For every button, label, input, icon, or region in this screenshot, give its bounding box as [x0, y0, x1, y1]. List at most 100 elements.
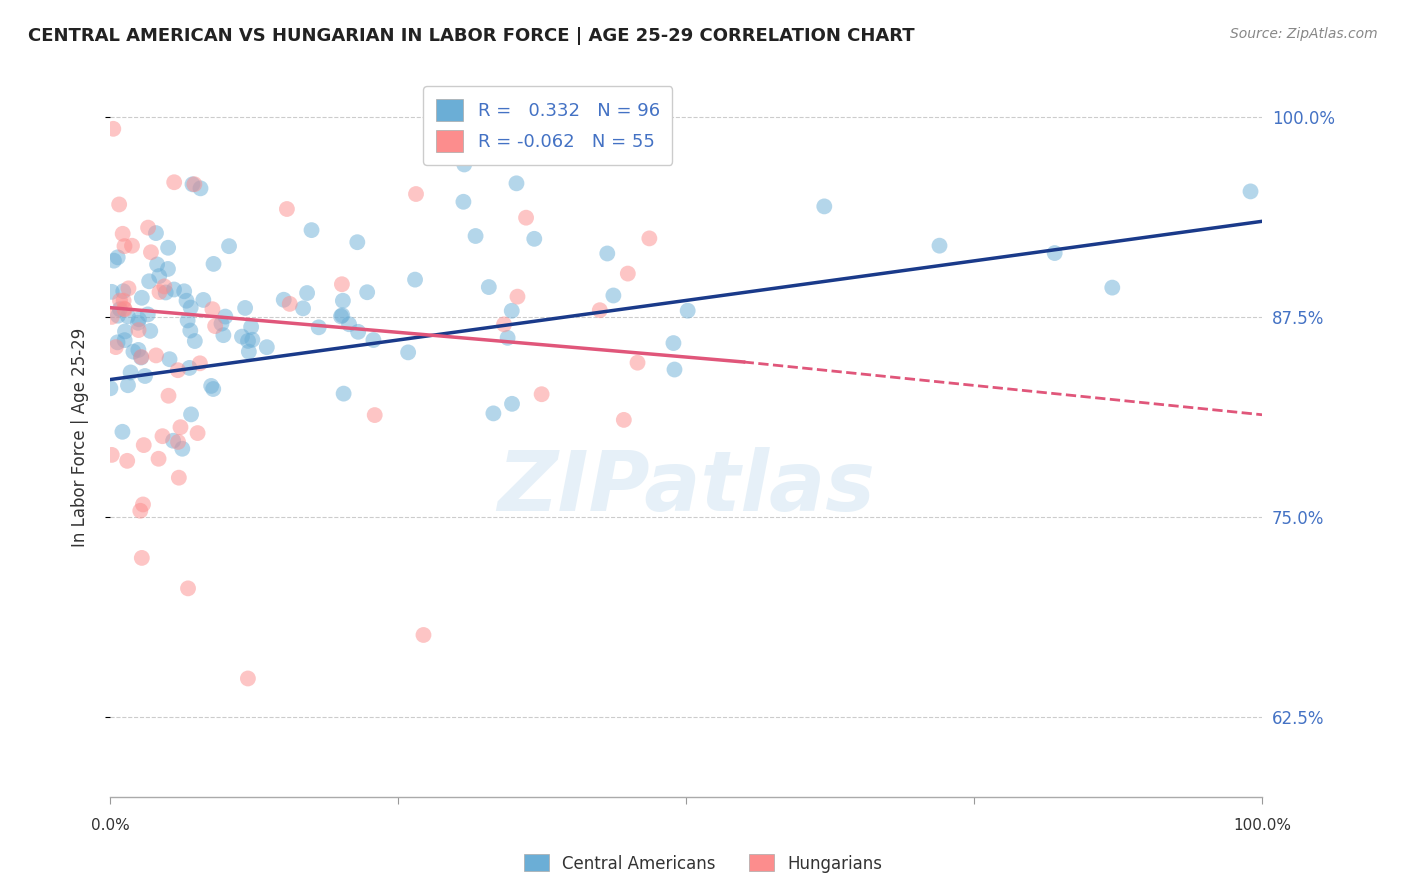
Point — [117, 378, 139, 392]
Point — [166, 363, 188, 377]
Point — [276, 202, 298, 216]
Point — [478, 280, 501, 294]
Point — [231, 329, 253, 343]
Point — [114, 302, 136, 317]
Point — [218, 239, 240, 253]
Point — [131, 291, 153, 305]
Point — [180, 408, 202, 422]
Point — [638, 231, 661, 245]
Point — [111, 227, 134, 241]
Point — [172, 442, 194, 456]
Point — [122, 344, 145, 359]
Point — [107, 250, 129, 264]
Point — [1101, 280, 1123, 294]
Point — [162, 434, 184, 448]
Point — [180, 301, 202, 315]
Point — [330, 308, 353, 322]
Point — [163, 283, 186, 297]
Point — [129, 504, 152, 518]
Point — [157, 241, 180, 255]
Point — [347, 325, 370, 339]
Point — [492, 318, 515, 332]
Point — [167, 471, 190, 485]
Point — [107, 309, 129, 323]
Legend: Central Americans, Hungarians: Central Americans, Hungarians — [517, 847, 889, 880]
Point — [396, 345, 419, 359]
Point — [121, 238, 143, 252]
Point — [139, 324, 162, 338]
Point — [136, 220, 159, 235]
Point — [157, 389, 180, 403]
Text: 100.0%: 100.0% — [1233, 818, 1291, 833]
Point — [200, 379, 222, 393]
Point — [179, 360, 201, 375]
Point — [100, 448, 122, 462]
Point — [129, 351, 152, 365]
Point — [138, 274, 160, 288]
Point — [405, 187, 427, 202]
Point — [190, 181, 212, 195]
Point — [404, 272, 426, 286]
Point — [214, 310, 236, 324]
Point — [233, 301, 256, 315]
Point — [453, 157, 475, 171]
Point — [506, 290, 529, 304]
Point — [301, 223, 323, 237]
Point — [127, 343, 149, 357]
Point — [145, 226, 167, 240]
Point — [332, 293, 354, 308]
Point — [169, 420, 191, 434]
Point — [131, 350, 153, 364]
Point — [211, 317, 233, 331]
Point — [134, 369, 156, 384]
Point — [128, 312, 150, 326]
Point — [184, 334, 207, 348]
Point — [148, 451, 170, 466]
Point — [346, 235, 368, 250]
Text: 0.0%: 0.0% — [91, 818, 129, 833]
Point — [676, 303, 699, 318]
Point — [155, 285, 177, 300]
Point — [236, 672, 259, 686]
Text: ZIPatlas: ZIPatlas — [498, 447, 875, 528]
Point — [238, 344, 260, 359]
Y-axis label: In Labor Force | Age 25-29: In Labor Force | Age 25-29 — [72, 327, 89, 547]
Point — [332, 386, 354, 401]
Text: CENTRAL AMERICAN VS HUNGARIAN IN LABOR FORCE | AGE 25-29 CORRELATION CHART: CENTRAL AMERICAN VS HUNGARIAN IN LABOR F… — [28, 27, 915, 45]
Point — [112, 301, 135, 316]
Point — [167, 434, 190, 449]
Point — [617, 267, 640, 281]
Point — [193, 293, 215, 307]
Point — [148, 285, 170, 299]
Point — [176, 293, 198, 308]
Point — [453, 194, 475, 209]
Point — [626, 356, 648, 370]
Point — [153, 279, 176, 293]
Point — [100, 381, 122, 395]
Point — [278, 297, 301, 311]
Point — [114, 333, 136, 347]
Point — [146, 257, 169, 271]
Point — [108, 293, 131, 308]
Point — [173, 285, 195, 299]
Point — [523, 232, 546, 246]
Point — [181, 178, 204, 192]
Point — [108, 197, 131, 211]
Point — [240, 320, 263, 334]
Point — [236, 334, 259, 348]
Point — [183, 178, 205, 192]
Point — [159, 352, 181, 367]
Point — [145, 348, 167, 362]
Point — [188, 356, 211, 370]
Point — [163, 175, 186, 189]
Point — [117, 281, 139, 295]
Point — [240, 333, 263, 347]
Point — [482, 406, 505, 420]
Point — [204, 319, 226, 334]
Point — [589, 303, 612, 318]
Point — [256, 340, 278, 354]
Point — [120, 366, 142, 380]
Point — [515, 211, 537, 225]
Point — [101, 310, 124, 324]
Point — [131, 550, 153, 565]
